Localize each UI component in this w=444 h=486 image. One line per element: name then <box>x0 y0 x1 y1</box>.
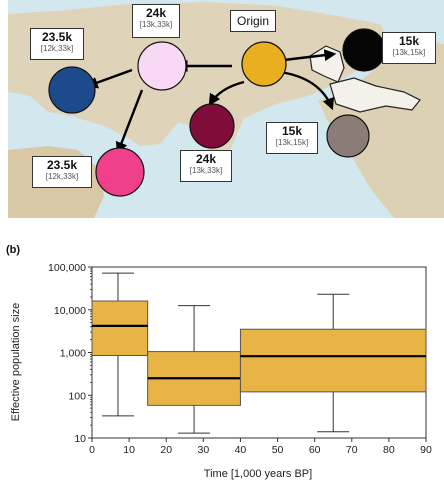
y-axis-title: Effective population size <box>10 303 22 421</box>
population-node-south-asia <box>189 103 235 149</box>
arrow-origin-to-south-asia <box>208 80 245 107</box>
node-label-north-america: 15k [13k,15k] <box>266 122 318 154</box>
box-3 <box>239 293 427 433</box>
y-tick-label: 100 <box>68 390 86 402</box>
ice-sheet-outline <box>329 77 421 113</box>
migration-map: Origin 24k [13k,33k] 23.5k [12k,33k] 23.… <box>8 0 444 218</box>
node-label-europe: 23.5k [12k,33k] <box>30 28 84 60</box>
beringia-range: [13k,15k] <box>392 48 426 57</box>
south-asia-value: 24k <box>195 152 217 166</box>
x-axis-title: Time [1,000 years BP] <box>204 468 312 480</box>
y-tick-label: 10 <box>74 433 86 445</box>
x-tick-label: 50 <box>272 444 284 456</box>
x-tick-label: 60 <box>309 444 321 456</box>
eurasia-landmass <box>8 2 392 150</box>
population-node-beringia <box>342 28 386 72</box>
north-america-range: [13k,15k] <box>275 138 309 147</box>
x-tick-label: 70 <box>346 444 358 456</box>
node-label-beringia: 15k [13k,15k] <box>382 32 436 64</box>
south-asia-range: [13k,33k] <box>189 166 223 175</box>
population-node-east-asia <box>137 41 187 91</box>
y-tick-label: 100,000 <box>48 262 86 274</box>
box-2 <box>147 305 241 434</box>
east-asia-range: [13k,33k] <box>139 20 173 29</box>
arrow-east-asia-to-europe <box>85 68 133 89</box>
north-america-value: 15k <box>281 124 303 138</box>
arrow-east-asia-to-africa <box>115 89 144 155</box>
interquartile-box <box>91 300 149 357</box>
population-node-africa <box>95 147 145 197</box>
y-tick-label: 10,000 <box>54 305 86 317</box>
box-1 <box>91 272 149 417</box>
x-tick-label: 20 <box>160 444 172 456</box>
node-label-south-asia: 24k [13k,33k] <box>180 150 232 182</box>
x-tick-label: 30 <box>197 444 209 456</box>
x-tick-label: 10 <box>123 444 135 456</box>
arrow-origin-to-north-america <box>279 70 334 111</box>
x-tick-label: 80 <box>383 444 395 456</box>
population-node-north-america <box>326 114 370 158</box>
population-box-plot: 0 10 20 30 40 50 60 70 80 90 101001,00010,000100,… <box>10 262 432 480</box>
europe-value: 23.5k <box>41 30 73 44</box>
beringia-value: 15k <box>398 34 420 48</box>
panel-b-label: (b) <box>6 244 21 256</box>
population-node-europe <box>48 66 96 114</box>
north-america-landmass <box>318 40 444 218</box>
africa-value: 23.5k <box>46 158 78 172</box>
east-asia-value: 24k <box>145 6 167 20</box>
africa-range: [12k,33k] <box>45 172 79 181</box>
europe-range: [12k,33k] <box>40 44 74 53</box>
x-tick-label: 0 <box>89 444 95 456</box>
x-tick-label: 90 <box>420 444 432 456</box>
origin-label: Origin <box>230 10 277 32</box>
x-tick-label: 40 <box>235 444 247 456</box>
interquartile-box <box>239 328 427 393</box>
y-tick-label: 1,000 <box>60 348 86 360</box>
node-label-africa: 23.5k [12k,33k] <box>32 156 92 188</box>
population-node-origin <box>241 41 287 87</box>
arrow-origin-to-beringia <box>283 49 337 62</box>
node-label-east-asia: 24k [13k,33k] <box>132 4 180 38</box>
